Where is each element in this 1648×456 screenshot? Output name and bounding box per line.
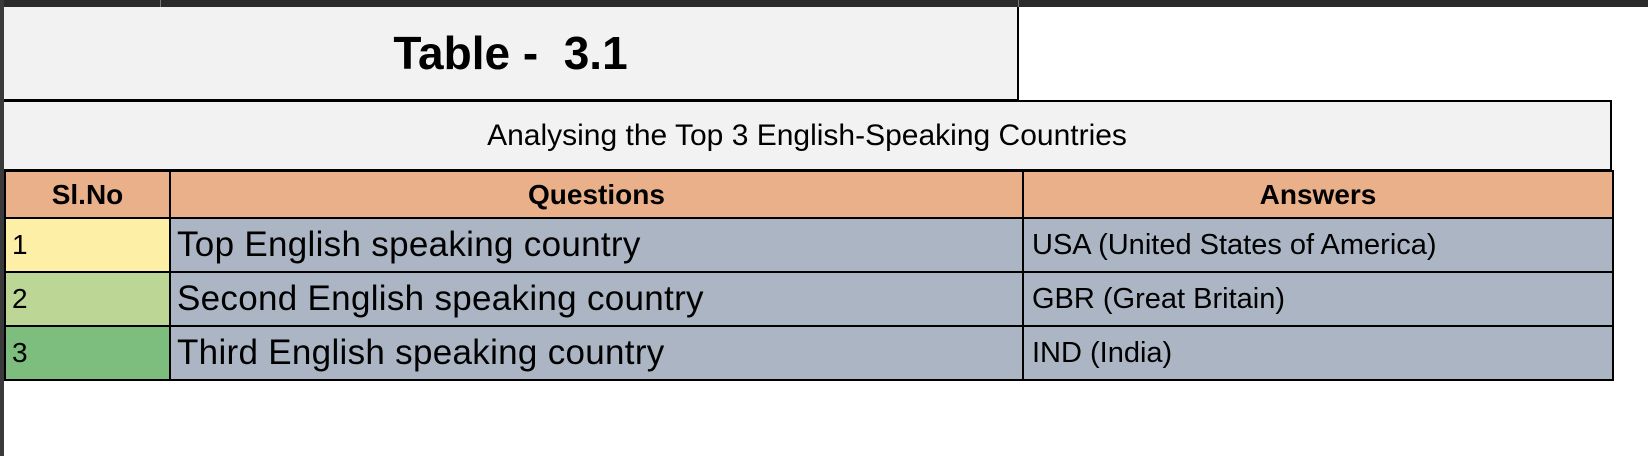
answer-cell[interactable]: USA (United States of America) — [1022, 217, 1614, 273]
question-cell[interactable]: Third English speaking country — [169, 325, 1024, 381]
header-row: Sl.No Questions Answers — [4, 170, 1614, 219]
header-sl-no[interactable]: Sl.No — [4, 170, 171, 219]
sl-no-cell[interactable]: 2 — [4, 271, 171, 327]
row-header-strip — [0, 0, 1648, 7]
table-title-cell[interactable]: Table - 3.1 — [4, 7, 1019, 101]
question-cell[interactable]: Top English speaking country — [169, 217, 1024, 273]
question-cell[interactable]: Second English speaking country — [169, 271, 1024, 327]
column-divider — [160, 0, 161, 7]
answer-cell[interactable]: IND (India) — [1022, 325, 1614, 381]
table-subtitle-cell[interactable]: Analysing the Top 3 English-Speaking Cou… — [4, 100, 1612, 171]
sl-no-cell[interactable]: 3 — [4, 325, 171, 381]
table-row: 2 Second English speaking country GBR (G… — [4, 271, 1614, 327]
sheet-left-edge — [0, 0, 4, 456]
answer-cell[interactable]: GBR (Great Britain) — [1022, 271, 1614, 327]
column-divider — [1018, 0, 1019, 7]
header-questions[interactable]: Questions — [169, 170, 1024, 219]
header-answers[interactable]: Answers — [1022, 170, 1614, 219]
table-row: 1 Top English speaking country USA (Unit… — [4, 217, 1614, 273]
sl-no-cell[interactable]: 1 — [4, 217, 171, 273]
table-row: 3 Third English speaking country IND (In… — [4, 325, 1614, 381]
data-table: Sl.No Questions Answers 1 Top English sp… — [4, 170, 1614, 381]
